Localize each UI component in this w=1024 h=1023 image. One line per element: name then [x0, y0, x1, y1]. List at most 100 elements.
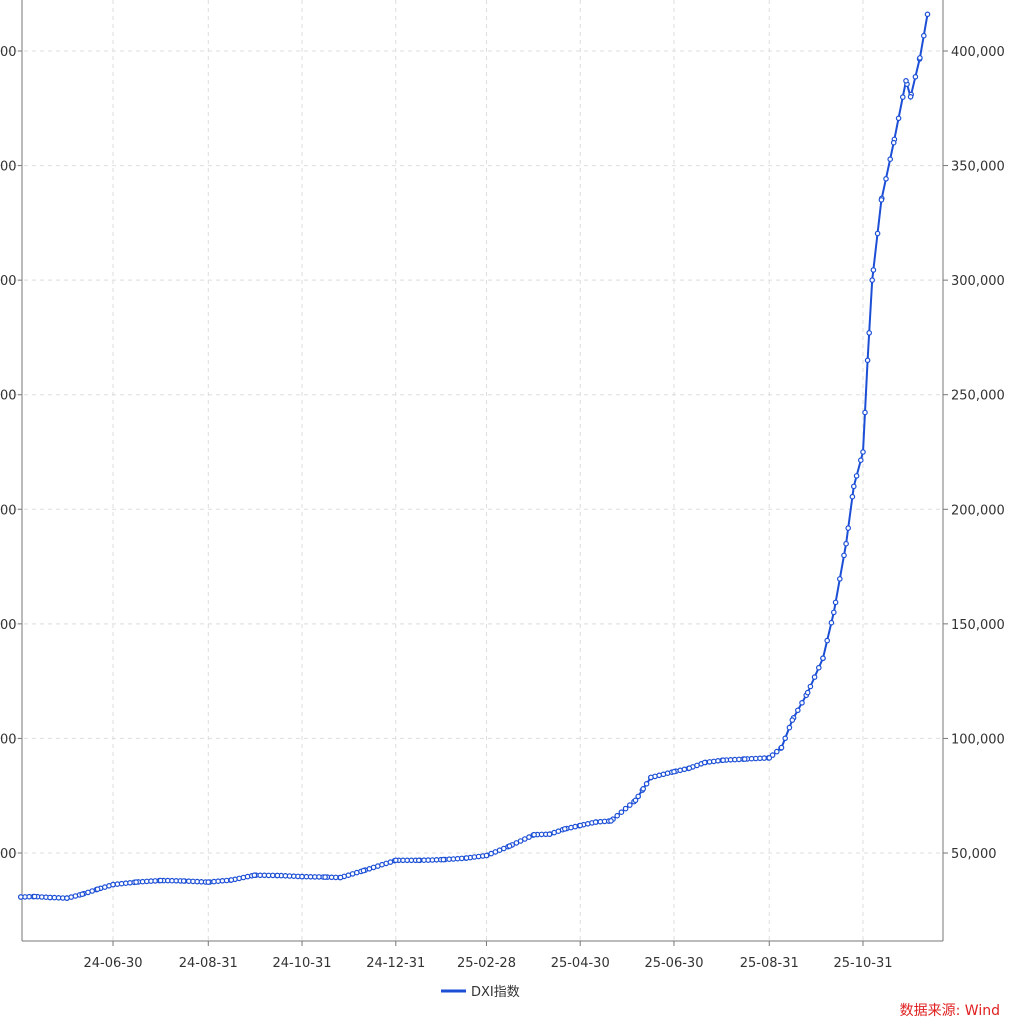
axes — [21, 0, 944, 942]
series-point — [392, 857, 399, 864]
y-tick-label: 250,000 — [951, 389, 1005, 404]
series-point — [832, 599, 839, 606]
series-point — [531, 831, 537, 838]
series-point — [517, 838, 524, 844]
series-point — [811, 674, 818, 680]
series-point — [883, 176, 889, 182]
left-y-tick-label: 00 — [0, 618, 17, 633]
series-point — [157, 877, 164, 884]
series-point — [337, 874, 344, 881]
series-point — [807, 683, 814, 690]
series-point — [870, 267, 877, 273]
series-point — [701, 759, 708, 766]
series-point — [506, 843, 513, 849]
series-point — [626, 802, 633, 808]
series-points — [17, 11, 931, 901]
y-tick-labels: 50,000 100,000 150,000 200,000 250,000 300,00… — [943, 45, 1005, 862]
series-point — [546, 831, 553, 838]
series-point — [890, 139, 897, 146]
series-point — [686, 765, 693, 772]
series-point — [878, 197, 885, 203]
y-tick-label: 100,000 — [951, 732, 1005, 747]
series-point — [804, 689, 811, 696]
left-y-tick-label: 00 — [0, 503, 17, 518]
series-point — [614, 812, 621, 819]
x-tick-label: 24-12-31 — [366, 956, 425, 971]
series-point — [648, 774, 654, 781]
x-tick-label: 24-10-31 — [273, 956, 332, 971]
series-point — [741, 756, 748, 762]
series-point — [862, 409, 868, 416]
series-point — [860, 449, 866, 455]
series-point — [640, 785, 647, 792]
series-point — [874, 230, 881, 237]
x-tick-label: 25-10-31 — [833, 956, 892, 971]
series-point — [415, 857, 422, 864]
series-point — [841, 552, 847, 559]
series-point — [251, 872, 258, 879]
series-point — [17, 894, 24, 900]
series-point — [917, 55, 923, 61]
y-tick-label: 300,000 — [951, 274, 1005, 289]
source-note: 数据来源: Wind — [899, 1003, 1000, 1019]
x-tick-label: 25-02-28 — [457, 956, 516, 971]
series-point — [526, 834, 532, 840]
series-point — [849, 493, 856, 500]
y-tick-label: 150,000 — [951, 618, 1005, 633]
x-tick-label: 25-06-30 — [644, 956, 703, 971]
x-tick-label: 24-06-30 — [83, 956, 142, 971]
series-point — [483, 852, 490, 859]
series-point — [782, 735, 789, 742]
series-point — [899, 94, 906, 100]
series-point — [866, 330, 873, 336]
grid-lines — [0, 0, 943, 941]
series-point — [94, 886, 101, 893]
series-point — [608, 818, 614, 824]
series-point — [786, 724, 793, 731]
series-point — [274, 872, 281, 879]
series-line-dxi — [20, 14, 929, 900]
series-point — [618, 809, 625, 816]
series-point — [205, 879, 212, 885]
series-point — [228, 877, 235, 883]
series-point — [845, 525, 852, 531]
left-y-tick-label: 00 — [0, 274, 17, 289]
series-point — [79, 891, 86, 898]
left-y-tick-label: 00 — [0, 847, 17, 862]
series-point — [887, 156, 894, 163]
left-y-tick-label: 00 — [0, 732, 17, 747]
series-point — [299, 873, 305, 880]
series-point — [773, 748, 780, 755]
series-point — [592, 819, 599, 825]
series-point — [47, 894, 53, 901]
series-point — [360, 867, 367, 874]
y-tick-label: 50,000 — [951, 847, 997, 862]
x-tick-label: 25-04-30 — [551, 956, 610, 971]
series-point — [322, 874, 328, 880]
series-point — [635, 793, 642, 800]
left-y-tick-labels: 00 00 00 00 00 00 00 00 — [0, 45, 22, 862]
series-point — [850, 483, 857, 490]
series-point — [671, 768, 677, 775]
series-point — [180, 878, 187, 884]
x-tick-label: 25-08-31 — [740, 956, 799, 971]
series-point — [924, 11, 931, 18]
series-point — [853, 473, 860, 479]
x-tick-label: 24-08-31 — [179, 956, 238, 971]
series-point — [643, 780, 650, 787]
legend[interactable]: DXI指数 — [441, 985, 520, 1000]
series-point — [912, 74, 919, 80]
series-point — [110, 881, 116, 888]
series-point — [920, 32, 927, 39]
y-tick-label: 200,000 — [951, 503, 1005, 518]
series-point — [577, 822, 584, 829]
series-point — [820, 655, 826, 662]
series-point — [869, 277, 876, 283]
series-point — [843, 540, 849, 547]
series-point — [828, 619, 835, 626]
series-point — [778, 744, 785, 751]
series-point — [31, 893, 38, 900]
series-point — [64, 895, 70, 901]
series-point — [799, 699, 805, 706]
series-point — [789, 717, 796, 723]
